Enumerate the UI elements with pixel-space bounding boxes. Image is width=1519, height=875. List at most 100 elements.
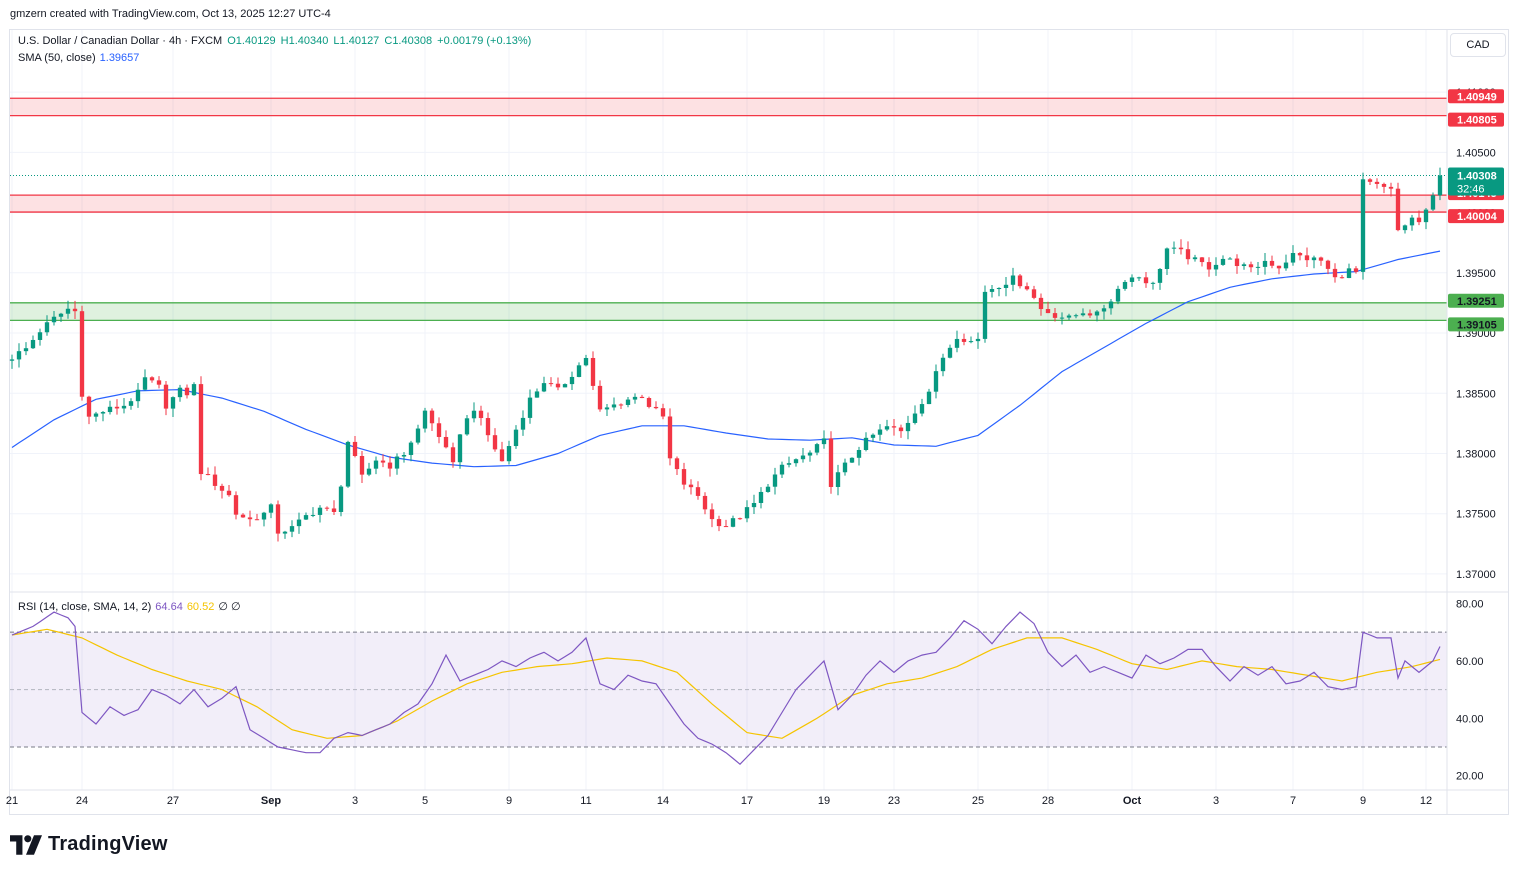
candle-body	[72, 308, 78, 312]
candle	[548, 377, 554, 387]
candle	[534, 388, 540, 398]
candle	[870, 433, 876, 443]
candle-body	[1052, 313, 1058, 318]
rsi-legend[interactable]: RSI (14, close, SMA, 14, 2) 64.64 60.52 ∅ ∅	[18, 600, 241, 613]
candle-body	[317, 507, 323, 515]
candle-body	[709, 509, 715, 520]
time-tick-label: 23	[888, 795, 900, 807]
candle-body	[1339, 277, 1345, 279]
resistance-zone-price-text: 1.40004	[1457, 211, 1498, 223]
candle-body	[1360, 179, 1366, 272]
candle-body	[1283, 262, 1289, 269]
candle-body	[296, 519, 302, 527]
time-tick-label: Oct	[1123, 795, 1142, 807]
candle	[30, 335, 36, 349]
time-tick-label: 3	[352, 795, 358, 807]
candle	[1136, 276, 1142, 281]
candle-body	[156, 380, 162, 385]
candle-body	[751, 502, 757, 508]
price-zones	[10, 97, 1447, 322]
time-tick-label: 19	[818, 795, 830, 807]
candle-body	[940, 357, 946, 372]
candle	[261, 511, 267, 527]
candle	[982, 285, 988, 343]
candle-body	[443, 436, 449, 448]
candle	[1381, 182, 1387, 194]
candle	[555, 377, 561, 391]
candle-body	[401, 454, 407, 457]
rsi-label[interactable]: RSI (14, close, SMA, 14, 2)	[18, 601, 152, 613]
candle-body	[1185, 249, 1191, 260]
candle-body	[226, 490, 232, 496]
tradingview-logo[interactable]: TradingView	[10, 833, 168, 856]
candle-body	[674, 458, 680, 470]
candle	[422, 407, 428, 433]
candle-body	[65, 308, 71, 314]
candle-body	[1059, 317, 1065, 319]
candle	[1269, 255, 1275, 269]
candle-body	[254, 519, 260, 521]
candle	[744, 500, 750, 523]
candle	[1059, 312, 1065, 325]
currency-button[interactable]: CAD	[1450, 33, 1506, 57]
candle	[814, 442, 820, 456]
candle	[198, 376, 204, 481]
symbol-legend[interactable]: U.S. Dollar / Canadian Dollar · 4h · FXC…	[18, 35, 533, 47]
resistance-zone-price-tag	[1448, 89, 1504, 104]
candle-body	[37, 332, 43, 340]
candle-body	[1157, 269, 1163, 283]
candle-body	[870, 434, 876, 438]
sma-legend[interactable]: SMA (50, close) 1.39657	[18, 52, 139, 64]
candle-body	[1248, 264, 1254, 268]
candle	[709, 503, 715, 528]
candle	[1304, 247, 1310, 268]
candle-body	[898, 427, 904, 432]
candle-body	[121, 405, 127, 409]
candle	[72, 300, 78, 319]
candle	[933, 364, 939, 399]
candle	[1234, 254, 1240, 274]
time-tick-label: 7	[1290, 795, 1296, 807]
candle-body	[58, 313, 64, 317]
candle	[1024, 282, 1030, 291]
candle	[1087, 309, 1093, 318]
candle-body	[730, 518, 736, 527]
candle-body	[982, 291, 988, 339]
candle-body	[618, 404, 624, 406]
sma-label[interactable]: SMA (50, close)	[18, 52, 96, 64]
candle	[492, 428, 498, 452]
candle	[1409, 214, 1415, 231]
candle	[961, 333, 967, 346]
candle	[646, 396, 652, 409]
resistance-zone	[10, 195, 1447, 213]
candle-body	[233, 495, 239, 515]
candle	[1416, 210, 1422, 226]
rsi-value: 64.64	[155, 601, 183, 613]
candle-body	[387, 462, 393, 469]
candle-body	[1143, 277, 1149, 284]
candle	[247, 510, 253, 527]
candle-body	[1227, 258, 1233, 260]
candle-body	[366, 468, 372, 475]
candle-body	[1395, 188, 1401, 231]
candle	[1430, 192, 1436, 211]
candle-body	[1325, 260, 1331, 269]
candle	[737, 517, 743, 520]
candle-body	[1192, 257, 1198, 260]
candle	[947, 344, 953, 359]
candle	[429, 408, 435, 432]
symbol-name[interactable]: U.S. Dollar / Canadian Dollar · 4h · FXC…	[18, 35, 223, 47]
candle-body	[93, 413, 99, 417]
candle	[702, 492, 708, 515]
time-tick-label: 27	[167, 795, 179, 807]
candle-body	[905, 422, 911, 432]
candle-body	[205, 474, 211, 476]
candle	[779, 461, 785, 478]
candle-body	[457, 434, 463, 463]
candle	[219, 483, 225, 499]
resistance-zone-price-text: 1.40949	[1457, 91, 1497, 103]
time-tick-label: 11	[580, 795, 591, 807]
candle	[1374, 178, 1380, 189]
candlestick-series	[9, 167, 1443, 542]
